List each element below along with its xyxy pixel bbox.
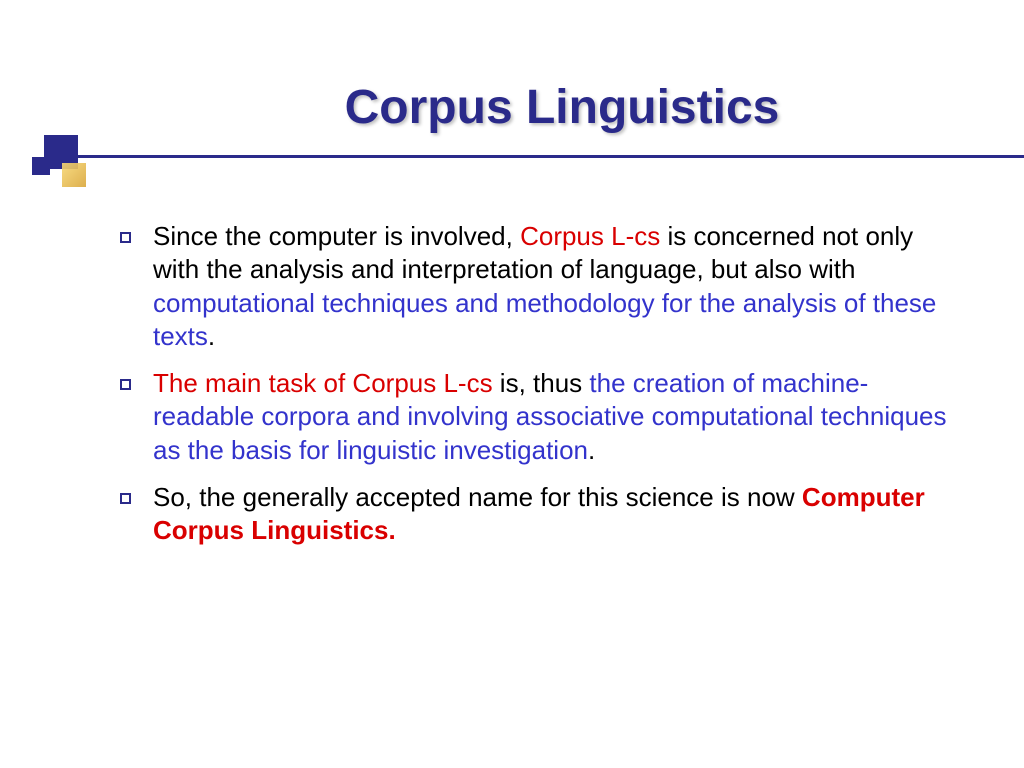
text-span: Since the computer is involved,: [153, 221, 520, 251]
text-span: The main task of Corpus L-cs: [153, 368, 493, 398]
decorative-squares: [20, 135, 100, 195]
bullet-item: So, the generally accepted name for this…: [120, 481, 964, 548]
bullet-item: The main task of Corpus L-cs is, thus th…: [120, 367, 964, 467]
text-span: Corpus L-cs: [520, 221, 660, 251]
title-area: Corpus Linguistics: [0, 0, 1024, 200]
square-icon: [32, 157, 50, 175]
text-span: .: [208, 321, 215, 351]
slide-title: Corpus Linguistics: [0, 80, 1024, 135]
square-icon: [62, 163, 86, 187]
text-span: computational techniques and methodology…: [153, 288, 936, 351]
text-span: So, the generally accepted name for this…: [153, 482, 802, 512]
bullet-text: So, the generally accepted name for this…: [153, 481, 964, 548]
bullet-marker-icon: [120, 493, 131, 504]
text-span: is, thus: [493, 368, 590, 398]
bullet-marker-icon: [120, 379, 131, 390]
bullet-item: Since the computer is involved, Corpus L…: [120, 220, 964, 353]
slide-body: Since the computer is involved, Corpus L…: [120, 220, 964, 561]
bullet-text: The main task of Corpus L-cs is, thus th…: [153, 367, 964, 467]
text-span: .: [588, 435, 595, 465]
title-underline: [44, 155, 1024, 158]
bullet-marker-icon: [120, 232, 131, 243]
bullet-text: Since the computer is involved, Corpus L…: [153, 220, 964, 353]
